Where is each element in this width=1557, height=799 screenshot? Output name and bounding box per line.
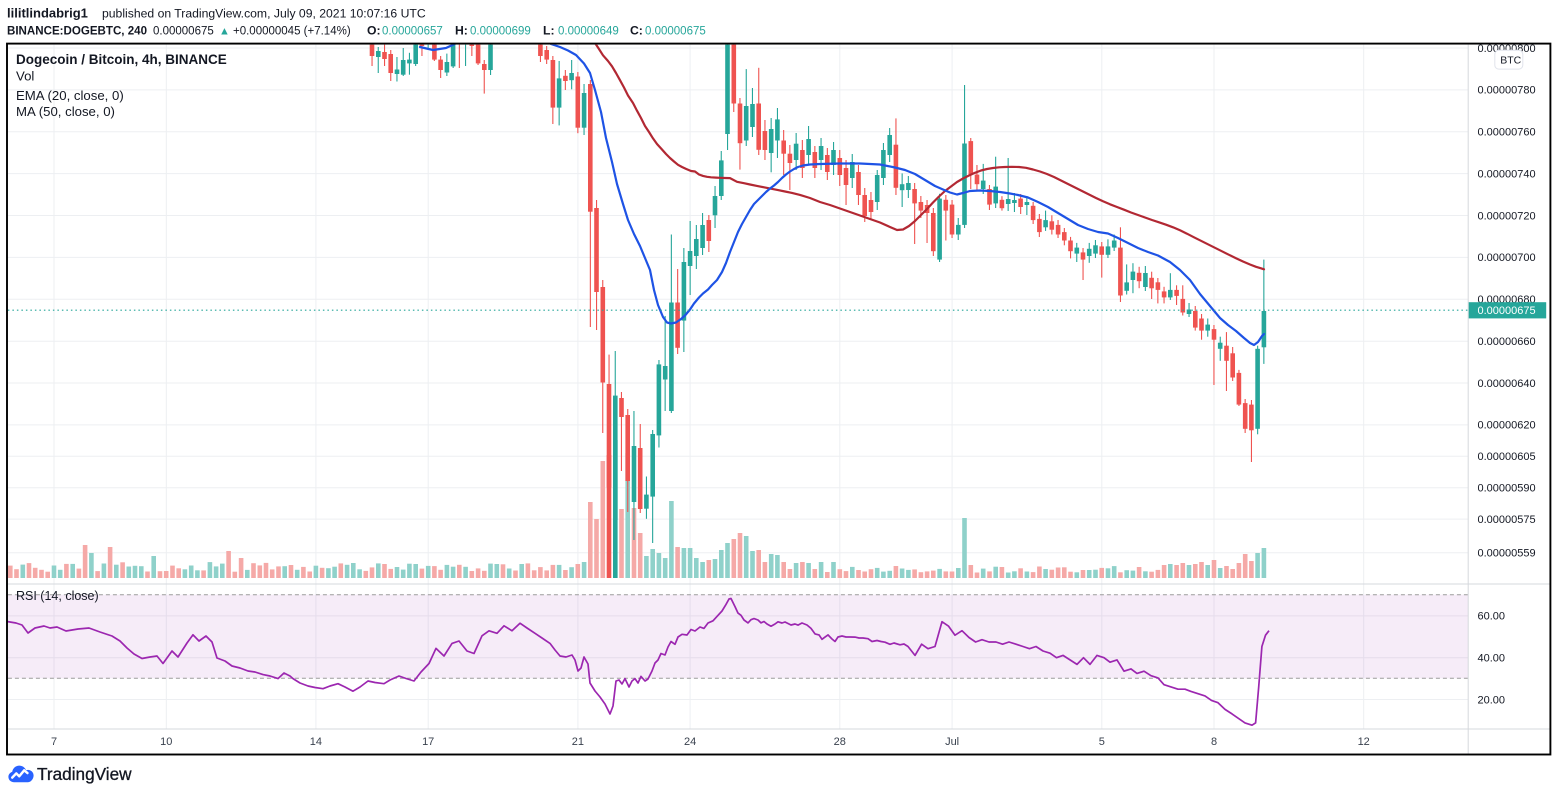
svg-text:0.00000675: 0.00000675 <box>1478 305 1536 317</box>
svg-text:Jul: Jul <box>945 736 959 748</box>
svg-text:12: 12 <box>1358 736 1370 748</box>
svg-text:28: 28 <box>834 736 846 748</box>
svg-text:17: 17 <box>422 736 434 748</box>
svg-text:24: 24 <box>684 736 696 748</box>
svg-text:L:: L: <box>543 24 555 38</box>
svg-text:Vol: Vol <box>16 69 34 84</box>
svg-text:BINANCE:DOGEBTC, 240: BINANCE:DOGEBTC, 240 <box>7 24 147 38</box>
svg-text:0.00000559: 0.00000559 <box>1478 548 1536 560</box>
svg-text:+0.00000045 (+7.14%): +0.00000045 (+7.14%) <box>233 26 351 38</box>
svg-text:7: 7 <box>51 736 57 748</box>
svg-text:0.00000575: 0.00000575 <box>1478 514 1536 526</box>
svg-text:0.00000640: 0.00000640 <box>1478 378 1536 390</box>
svg-text:0.00000780: 0.00000780 <box>1478 85 1536 97</box>
svg-text:Dogecoin / Bitcoin, 4h, BINANC: Dogecoin / Bitcoin, 4h, BINANCE <box>16 52 227 67</box>
svg-text:0.00000699: 0.00000699 <box>470 26 531 38</box>
svg-text:0.00000660: 0.00000660 <box>1478 336 1536 348</box>
svg-text:EMA (20, close, 0): EMA (20, close, 0) <box>16 88 124 103</box>
svg-text:0.00000720: 0.00000720 <box>1478 210 1536 222</box>
svg-text:0.00000760: 0.00000760 <box>1478 127 1536 139</box>
svg-text:0.00000620: 0.00000620 <box>1478 420 1536 432</box>
svg-text:0.00000657: 0.00000657 <box>382 26 443 38</box>
svg-text:lilitlindabrig1: lilitlindabrig1 <box>7 5 88 20</box>
svg-text:TradingView: TradingView <box>37 764 132 784</box>
svg-text:H:: H: <box>455 24 468 38</box>
svg-text:8: 8 <box>1211 736 1217 748</box>
svg-text:O:: O: <box>367 24 381 38</box>
svg-text:20.00: 20.00 <box>1478 694 1506 706</box>
svg-text:40.00: 40.00 <box>1478 653 1506 665</box>
svg-text:0.00000675: 0.00000675 <box>153 26 214 38</box>
svg-text:0.00000649: 0.00000649 <box>558 26 619 38</box>
svg-text:C:: C: <box>630 24 643 38</box>
svg-text:0.00000605: 0.00000605 <box>1478 451 1536 463</box>
svg-text:0.00000675: 0.00000675 <box>645 26 706 38</box>
svg-text:5: 5 <box>1099 736 1105 748</box>
svg-text:MA (50, close, 0): MA (50, close, 0) <box>16 104 115 119</box>
svg-text:BTC: BTC <box>1500 55 1521 67</box>
svg-text:14: 14 <box>310 736 322 748</box>
svg-text:0.00000590: 0.00000590 <box>1478 483 1536 495</box>
svg-text:RSI (14, close): RSI (14, close) <box>16 589 99 603</box>
svg-text:60.00: 60.00 <box>1478 611 1506 623</box>
svg-text:0.00000700: 0.00000700 <box>1478 252 1536 264</box>
svg-text:21: 21 <box>572 736 584 748</box>
svg-text:▲: ▲ <box>219 26 230 38</box>
svg-text:0.00000740: 0.00000740 <box>1478 168 1536 180</box>
svg-text:published on TradingView.com,: published on TradingView.com, July 09, 2… <box>102 6 426 20</box>
svg-text:10: 10 <box>160 736 172 748</box>
